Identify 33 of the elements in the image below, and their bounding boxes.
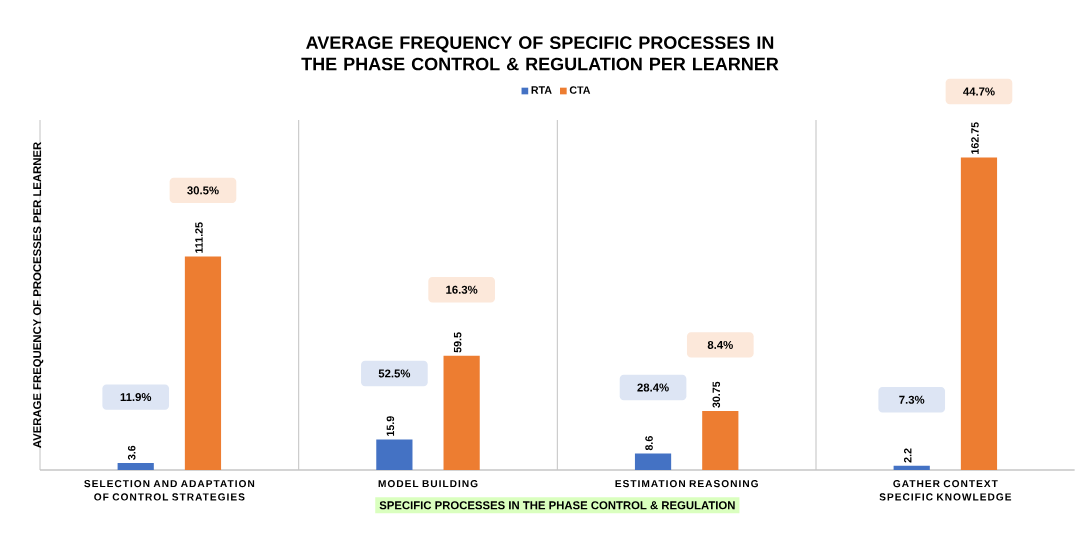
x-axis-title: SPECIFIC PROCESSES IN THE PHASE CONTROL & REGULATION	[379, 501, 735, 510]
data-label: 30.75	[712, 381, 721, 408]
x-tick-label: MODEL BUILDING	[378, 480, 478, 488]
bar	[184, 256, 222, 470]
text: 44.7%	[963, 87, 995, 96]
data-label: 2.2	[903, 448, 912, 463]
data-label: 111.25	[195, 222, 203, 253]
data-label: 3.6	[127, 445, 136, 460]
annotation: 8.4%	[707, 340, 733, 349]
annotation: 30.5%	[187, 186, 219, 195]
legend-label: CTA	[569, 86, 591, 94]
annotation: 16.3%	[446, 285, 478, 294]
data-label: 59.5	[453, 332, 462, 353]
bar	[376, 439, 413, 470]
data-label: 162.75	[971, 122, 979, 154]
bar	[702, 410, 739, 470]
x-tick-label: ESTIMATION REASONING	[615, 480, 758, 488]
annotation: 7.3%	[899, 395, 925, 404]
bar	[117, 463, 154, 470]
data-label: 15.9	[386, 416, 395, 436]
x-tick-label: SELECTION AND ADAPTATION OF CONTROL STRATEGIES	[84, 480, 255, 501]
annotation: 11.9%	[120, 393, 152, 402]
data-label: 8.6	[645, 436, 653, 451]
bar	[960, 157, 998, 470]
chart-title: AVERAGE FREQUENCY OF SPECIFIC PROCESSES IN THE PHASE CONTROL & REGULATION PER LEARNER	[301, 36, 779, 71]
annotation: 28.4%	[637, 383, 669, 392]
bar	[634, 453, 672, 470]
annotation: 52.5%	[378, 369, 411, 378]
y-axis-title: AVERAGE FREQUENCY OF PROCESSES PER LEARNER	[33, 142, 44, 448]
bar	[893, 465, 930, 470]
x-tick-label: GATHER CONTEXT SPECIFIC KNOWLEDGE	[879, 480, 1012, 501]
legend-label: RTA	[531, 86, 552, 94]
bar	[443, 355, 480, 470]
